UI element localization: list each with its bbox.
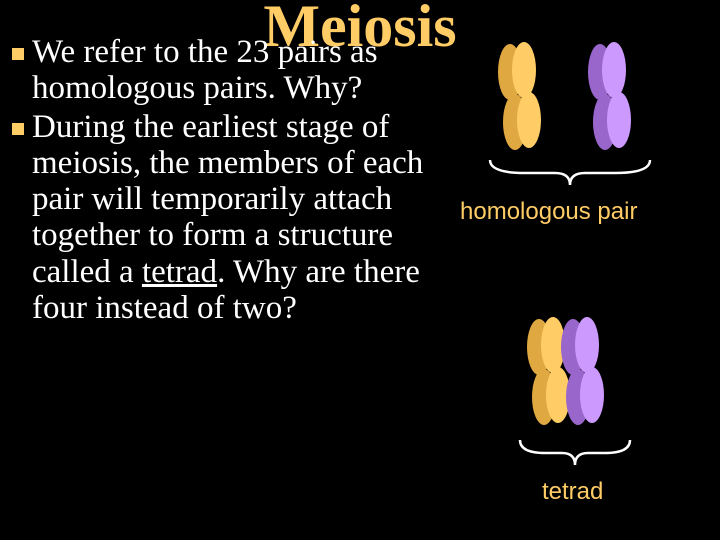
bullet-text-1: We refer to the 23 pairs as homologous p…	[32, 34, 432, 107]
label-tetrad: tetrad	[542, 478, 603, 506]
underlined-term: tetrad	[142, 254, 217, 290]
list-item: We refer to the 23 pairs as homologous p…	[12, 34, 432, 107]
bullet-icon	[12, 48, 24, 60]
bullet-list: We refer to the 23 pairs as homologous p…	[12, 34, 432, 328]
chromosome-tetrad	[505, 315, 645, 435]
brace-bottom-icon	[500, 435, 650, 475]
bullet-text-2: During the earliest stage of meiosis, th…	[32, 109, 432, 327]
label-homologous-pair: homologous pair	[460, 198, 637, 226]
bullet-icon	[12, 123, 24, 135]
diagram: homologous pair tetrad	[450, 40, 700, 520]
list-item: During the earliest stage of meiosis, th…	[12, 109, 432, 327]
slide: Meiosis We refer to the 23 pairs as homo…	[0, 0, 720, 540]
brace-top-icon	[470, 155, 670, 195]
chromosome-pair-top	[480, 40, 680, 160]
